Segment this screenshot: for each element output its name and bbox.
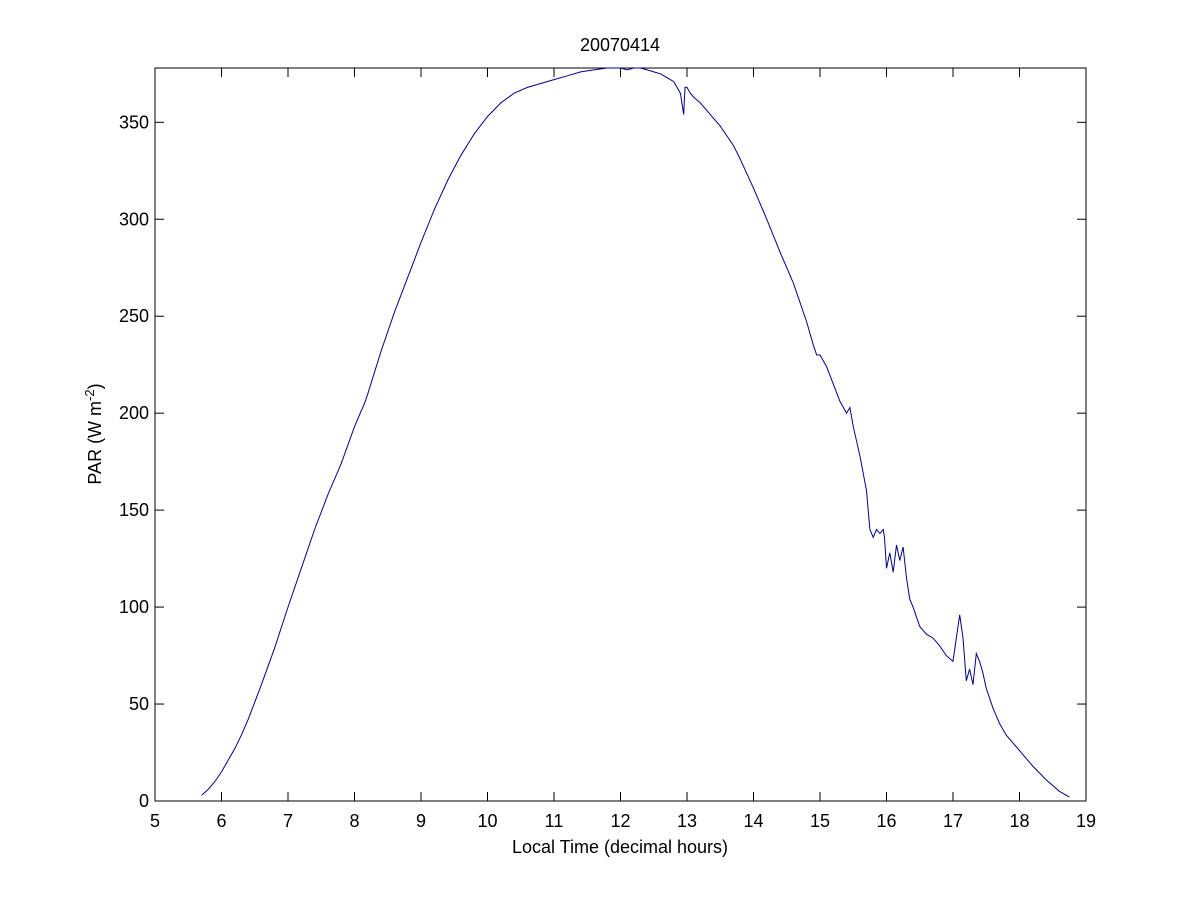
x-tick-label: 18 bbox=[1009, 811, 1029, 831]
y-tick-label: 300 bbox=[119, 209, 149, 229]
y-tick-label: 0 bbox=[139, 791, 149, 811]
y-axis-label-superscript: -2 bbox=[82, 389, 97, 401]
y-axis-label-main: PAR (W m bbox=[85, 401, 105, 485]
x-tick-label: 19 bbox=[1076, 811, 1096, 831]
y-axis-label-suffix: ) bbox=[85, 383, 105, 389]
x-tick-label: 8 bbox=[349, 811, 359, 831]
x-tick-label: 16 bbox=[876, 811, 896, 831]
x-tick-label: 6 bbox=[216, 811, 226, 831]
x-tick-label: 11 bbox=[545, 811, 564, 831]
chart-title: 20070414 bbox=[580, 35, 660, 55]
x-tick-label: 9 bbox=[416, 811, 426, 831]
x-tick-label: 14 bbox=[743, 811, 763, 831]
y-tick-label: 50 bbox=[129, 694, 149, 714]
y-tick-label: 200 bbox=[119, 403, 149, 423]
y-axis: 0 50 100 150 200 250 300 350 bbox=[119, 112, 1086, 811]
x-tick-label: 13 bbox=[677, 811, 697, 831]
y-axis-label: PAR (W m-2) bbox=[82, 383, 105, 484]
x-axis: 5 6 7 8 9 10 11 12 13 14 15 16 17 18 19 bbox=[150, 68, 1096, 831]
x-tick-label: 5 bbox=[150, 811, 160, 831]
x-tick-label: 7 bbox=[283, 811, 293, 831]
x-tick-label: 15 bbox=[810, 811, 830, 831]
y-tick-label: 350 bbox=[119, 112, 149, 132]
y-tick-label: 150 bbox=[119, 500, 149, 520]
y-tick-label: 100 bbox=[119, 597, 149, 617]
x-tick-label: 17 bbox=[943, 811, 963, 831]
par-series-line bbox=[201, 67, 1070, 798]
x-tick-label: 12 bbox=[610, 811, 630, 831]
x-axis-label: Local Time (decimal hours) bbox=[512, 837, 728, 857]
y-tick-label: 250 bbox=[119, 306, 149, 326]
plot-area bbox=[154, 67, 1087, 802]
x-tick-label: 10 bbox=[477, 811, 497, 831]
